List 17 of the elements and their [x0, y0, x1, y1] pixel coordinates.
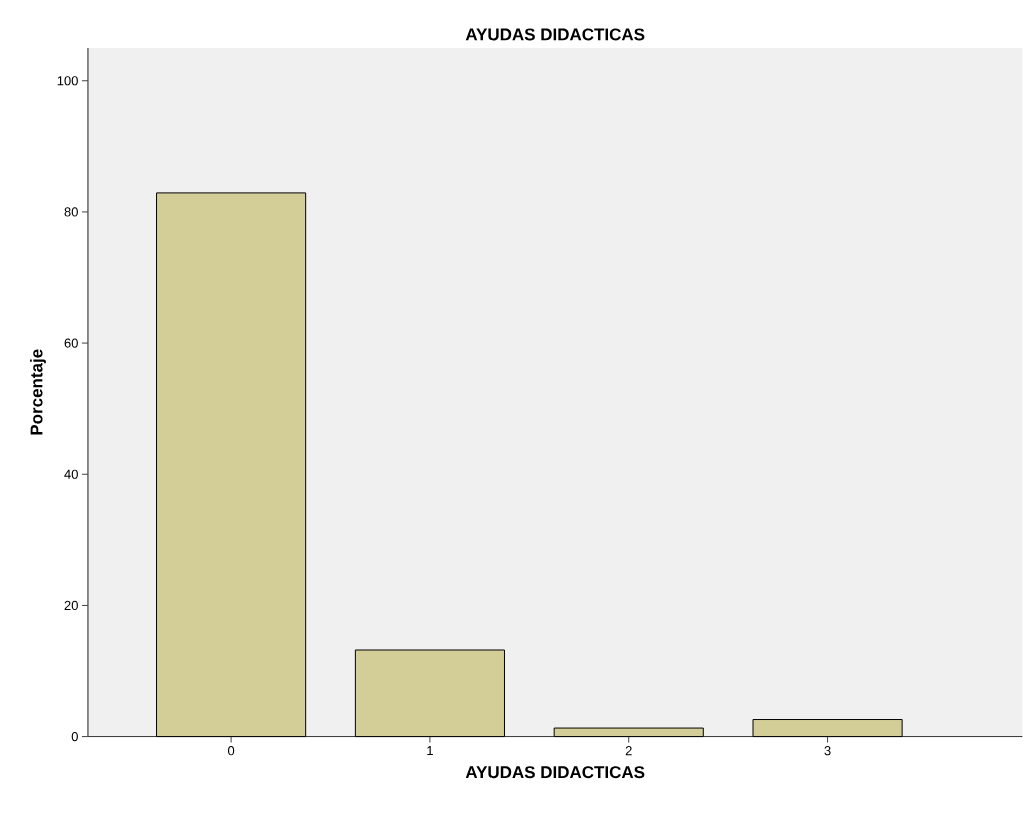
- bar: [553, 727, 704, 738]
- y-tick-label: 40: [64, 469, 78, 480]
- y-tick-label: 20: [64, 601, 78, 611]
- x-tick-label: 0: [227, 746, 235, 756]
- chart-title: AYUDAS DIDACTICAS: [465, 28, 645, 41]
- y-tick-label: 0: [71, 732, 78, 742]
- x-tick-label: 1: [427, 746, 433, 756]
- y-axis-title: Porcentaje: [30, 349, 46, 435]
- x-tick-label: 2: [625, 746, 632, 756]
- bar: [156, 192, 307, 738]
- bar: [752, 719, 903, 738]
- y-tick-label: 80: [64, 207, 78, 217]
- bar: [354, 649, 505, 738]
- y-tick-label: 100: [57, 76, 78, 86]
- y-tick-label: 60: [64, 338, 78, 348]
- x-tick-label: 3: [824, 746, 831, 756]
- x-axis-title: AYUDAS DIDACTICAS: [465, 766, 645, 779]
